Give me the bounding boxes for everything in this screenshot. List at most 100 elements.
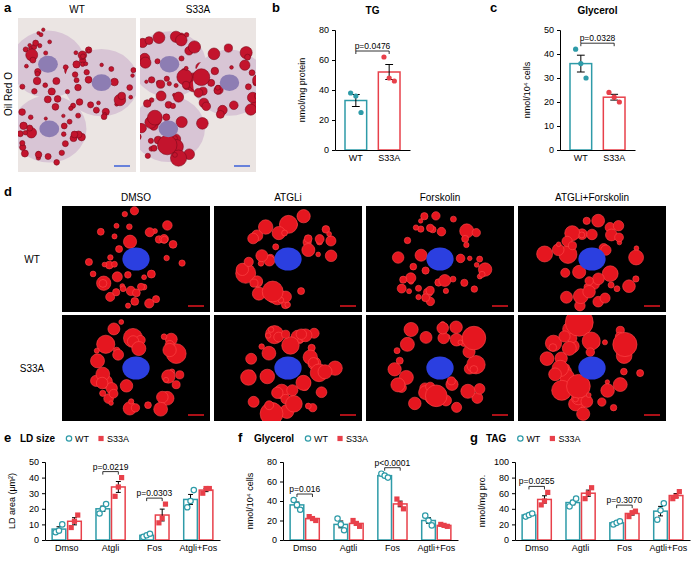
lipid-droplet (30, 57, 36, 63)
tick-mark (332, 120, 335, 121)
tick-label: 50 (29, 457, 39, 467)
p-value: p=0.0328 (580, 33, 616, 43)
lipid-droplet (562, 341, 576, 355)
lipid-droplet (143, 100, 151, 108)
nucleus (92, 74, 112, 91)
lipid-droplet (32, 89, 37, 94)
lipid-droplet (388, 363, 401, 376)
lipid-droplet (282, 230, 288, 236)
lipid-droplet (28, 115, 33, 120)
lipid-droplet (474, 384, 485, 395)
data-point (207, 486, 212, 491)
lipid-droplet (74, 51, 78, 55)
tick: 0 (504, 535, 515, 545)
error-cap (658, 515, 663, 516)
lipid-droplet (282, 330, 290, 338)
tick-mark (512, 524, 515, 525)
lipid-droplet (129, 95, 133, 99)
lipid-droplet (131, 68, 136, 73)
lipid-droplet (145, 228, 154, 237)
scale-bar (188, 414, 204, 416)
column-label: WT (69, 4, 85, 15)
tick-label: S33A (378, 153, 400, 163)
lipid-droplet (437, 322, 449, 334)
lipid-droplet (174, 92, 184, 102)
tick-label: 100 (494, 457, 509, 467)
lipid-droplet (479, 271, 485, 277)
lipid-droplet (100, 390, 106, 396)
error-cap (352, 106, 360, 107)
lipid-droplet (471, 286, 477, 292)
lipid-droplet (97, 228, 104, 235)
lipid-droplet (148, 77, 154, 83)
lipid-droplet (54, 160, 60, 166)
x-axis: DmsoAgtliFosAgtli+Fos (516, 540, 691, 553)
lipid-droplet (407, 289, 412, 294)
significance-bracket (356, 51, 389, 54)
series (306, 496, 451, 540)
nucleus (159, 121, 178, 138)
lipid-droplet (540, 352, 554, 366)
tick-label: Dmso (55, 543, 79, 553)
lipid-droplet (88, 102, 94, 108)
lipid-droplet (461, 279, 468, 286)
tick-label: 50 (544, 25, 554, 35)
data-point (617, 99, 622, 104)
image-background (366, 315, 514, 421)
chart-title: LD size (20, 433, 55, 444)
p-value: p=0.016 (289, 484, 320, 494)
legend-label: WT (526, 434, 540, 444)
lipid-droplet (131, 74, 135, 78)
tick-label: Fos (617, 543, 633, 553)
data-point (673, 494, 678, 499)
stain-label: Oil Red O (3, 72, 14, 116)
lipid-droplet (44, 51, 48, 55)
lipid-droplet (577, 407, 590, 420)
data-point (661, 501, 666, 506)
lipid-droplet (169, 240, 177, 248)
lipid-droplet (85, 76, 92, 83)
lipid-droplet (556, 242, 561, 247)
nucleus (578, 356, 605, 379)
lipid-droplet (35, 71, 40, 76)
data-point (160, 516, 165, 521)
lipid-droplet (131, 298, 139, 306)
lipid-droplet (396, 357, 403, 364)
lipid-droplet (422, 294, 430, 302)
significance-bracket (147, 498, 163, 501)
data-point (313, 518, 318, 523)
tick-mark (42, 509, 45, 510)
series (290, 471, 435, 540)
data-point (392, 78, 397, 83)
lipid-droplet (62, 141, 68, 147)
micrograph (140, 18, 256, 172)
lipid-droplet (112, 272, 122, 282)
tick: 100 (494, 457, 515, 467)
image-background (518, 315, 666, 421)
scale-bar (644, 414, 660, 416)
cell-body (140, 96, 205, 162)
tick: 0 (549, 145, 560, 155)
legend-label: WT (75, 434, 89, 444)
lipid-droplet (48, 88, 55, 95)
lipid-droplet (452, 402, 462, 412)
tick: WT (349, 150, 363, 163)
lipid-droplet (614, 286, 620, 292)
lipid-droplet (156, 91, 166, 101)
lipid-droplet (65, 90, 69, 94)
lipid-droplet (613, 332, 637, 356)
tick-mark (280, 540, 283, 541)
lipid-droplet (450, 216, 456, 222)
y-axis-title: nmol/10⁴ cells (245, 472, 255, 529)
lipid-droplet (67, 119, 72, 124)
lipid-droplet (420, 331, 432, 343)
tick-mark (557, 54, 560, 55)
nucleus (38, 56, 58, 73)
axis-line (332, 31, 336, 151)
micrograph (518, 206, 666, 312)
lipid-droplet (162, 370, 175, 383)
lipid-droplet (391, 378, 405, 392)
micrograph (18, 18, 136, 172)
lipid-droplet (114, 223, 119, 228)
lipid-droplet (230, 101, 239, 110)
